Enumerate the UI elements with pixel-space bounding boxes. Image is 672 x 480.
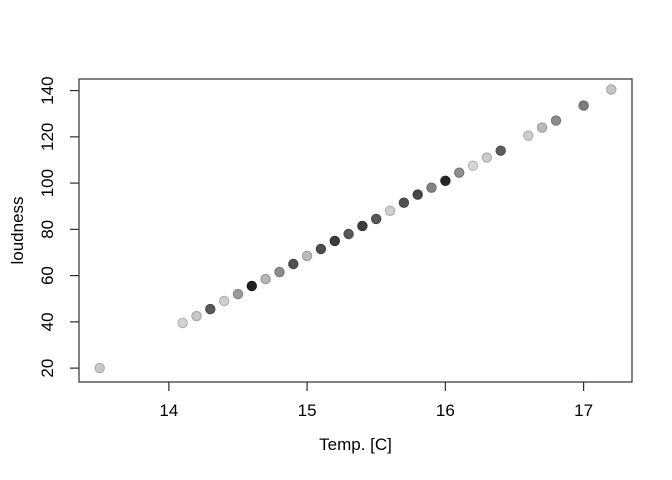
- data-point: [274, 266, 285, 278]
- data-point: [94, 362, 105, 374]
- data-point: [219, 295, 230, 307]
- x-axis-title: Temp. [C]: [319, 435, 392, 454]
- y-tick-label: 100: [38, 169, 57, 197]
- y-tick-label: 140: [38, 76, 57, 104]
- data-points: [94, 84, 617, 374]
- data-point: [398, 197, 410, 208]
- x-axis-ticks: 14 15 16 17: [159, 382, 593, 420]
- y-tick-label: 40: [38, 312, 57, 331]
- y-axis-ticks: 20 40 60 80 100 120 140: [38, 76, 79, 378]
- y-axis-title: loudness: [8, 196, 27, 264]
- data-point: [412, 189, 423, 200]
- data-point: [343, 228, 354, 240]
- plot-box: [78, 78, 633, 383]
- data-point: [260, 273, 271, 285]
- y-tick-label: 80: [38, 220, 57, 239]
- data-point: [205, 303, 216, 315]
- x-tick-label: 14: [159, 401, 178, 420]
- x-tick-label: 17: [574, 401, 593, 420]
- data-point: [301, 250, 313, 262]
- data-point: [191, 310, 202, 322]
- y-tick-label: 60: [38, 266, 57, 285]
- data-point: [481, 152, 492, 163]
- data-point: [523, 130, 534, 141]
- data-point: [550, 115, 562, 126]
- y-tick-label: 20: [38, 359, 57, 378]
- data-point: [578, 100, 589, 111]
- data-point: [371, 213, 382, 225]
- data-point: [177, 317, 188, 329]
- data-point: [440, 175, 451, 187]
- data-point: [357, 220, 368, 232]
- data-point: [467, 160, 479, 171]
- y-tick-label: 120: [38, 123, 57, 151]
- data-point: [232, 288, 244, 300]
- x-tick-label: 15: [298, 401, 317, 420]
- data-point: [329, 235, 340, 247]
- x-tick-label: 16: [436, 401, 455, 420]
- data-point: [495, 145, 506, 156]
- data-point: [315, 243, 327, 255]
- data-point: [288, 258, 299, 270]
- data-point: [426, 182, 437, 193]
- data-point: [606, 84, 617, 95]
- data-point: [454, 167, 465, 178]
- data-point: [246, 280, 258, 292]
- data-point: [384, 205, 396, 217]
- data-point: [536, 122, 548, 133]
